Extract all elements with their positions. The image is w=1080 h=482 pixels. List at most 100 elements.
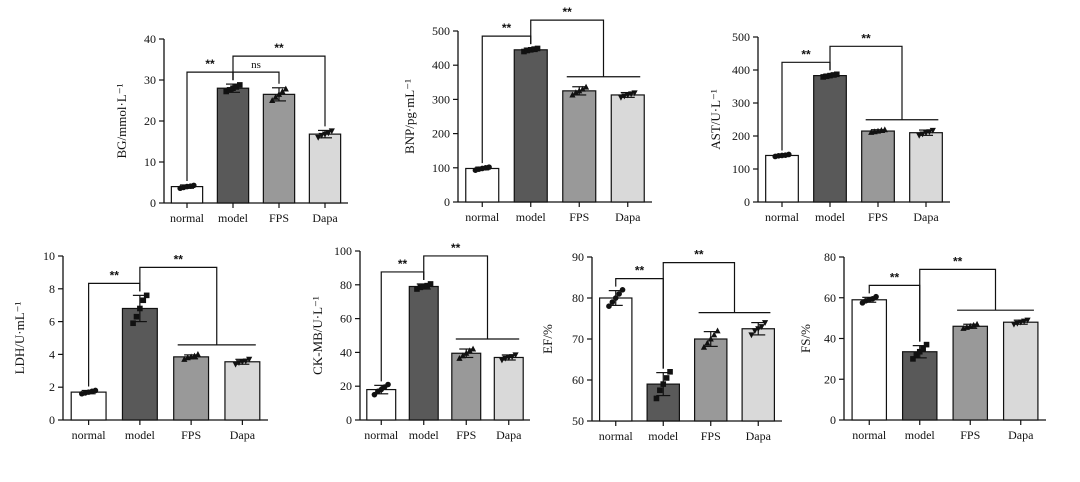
data-point <box>612 295 619 301</box>
data-point <box>269 97 276 104</box>
data-point <box>758 324 765 331</box>
data-point <box>653 395 660 402</box>
bar-model <box>813 75 847 203</box>
x-tick-label: Dapa <box>615 210 641 224</box>
data-point <box>609 299 616 305</box>
y-axis-label: LDH/U·mL⁻¹ <box>12 301 27 374</box>
chart-1: 0 10 20 30 40 BG/mmol·L⁻¹ normal model FPS Dapa **… <box>114 32 348 225</box>
y-tick-label: 40 <box>340 345 352 359</box>
data-point <box>527 47 534 53</box>
data-point <box>755 326 762 333</box>
y-tick-label: 200 <box>432 127 450 141</box>
data-point <box>916 132 923 139</box>
x-tick-label: normal <box>170 211 205 225</box>
significance-bracket <box>662 262 736 369</box>
data-point <box>916 348 923 355</box>
y-tick-label: 300 <box>732 96 750 110</box>
data-point <box>194 351 202 357</box>
data-point <box>230 85 236 91</box>
data-point <box>606 303 612 310</box>
x-tick-label: Dapa <box>746 429 772 443</box>
data-point <box>624 92 631 99</box>
data-point <box>232 361 239 368</box>
y-tick-label: 60 <box>572 373 584 387</box>
data-point <box>628 91 635 98</box>
significance-bracket <box>829 45 903 120</box>
data-point <box>512 352 519 359</box>
data-point <box>246 356 253 363</box>
bar-normal <box>851 299 888 421</box>
y-tick-label: 20 <box>824 372 836 386</box>
y-tick-label: 100 <box>432 161 450 175</box>
data-point <box>910 356 916 362</box>
chart-6: 50 60 70 80 90 EF/% normal model FPS Dapa ** ** <box>540 248 782 443</box>
data-point <box>427 281 434 287</box>
x-tick-label: FPS <box>569 210 589 224</box>
data-point <box>761 320 769 326</box>
data-point <box>466 347 473 354</box>
y-tick-label: 0 <box>150 196 156 210</box>
data-point <box>926 129 933 136</box>
data-point <box>531 46 537 52</box>
bar-normal <box>465 167 500 203</box>
bar-FPS <box>451 352 482 421</box>
y-tick-label: 40 <box>824 332 836 346</box>
data-point <box>191 352 198 359</box>
significance-label: ** <box>635 264 645 278</box>
significance-bracket <box>232 71 280 84</box>
data-point <box>834 71 840 78</box>
y-tick-label: 100 <box>334 244 352 258</box>
data-point <box>424 282 430 289</box>
data-point <box>223 88 229 95</box>
data-point <box>534 45 541 52</box>
x-tick-label: model <box>648 429 679 443</box>
bar-normal <box>70 391 107 421</box>
y-tick-label: 500 <box>732 30 750 44</box>
x-tick-label: FPS <box>181 428 201 442</box>
x-tick-label: model <box>905 428 936 442</box>
data-point <box>881 126 888 133</box>
data-point <box>823 73 830 80</box>
data-point <box>272 93 279 100</box>
bar-Dapa <box>610 94 645 203</box>
data-point <box>463 349 470 356</box>
significance-label: ** <box>274 41 284 55</box>
y-tick-label: 300 <box>432 92 450 106</box>
data-point <box>233 84 240 90</box>
y-tick-label: 6 <box>49 315 55 329</box>
y-tick-label: 90 <box>572 250 584 264</box>
bar-FPS <box>262 93 296 204</box>
significance-label: ** <box>953 254 963 268</box>
data-point <box>318 132 325 139</box>
bar-normal <box>598 297 633 422</box>
data-point <box>913 352 920 358</box>
y-tick-label: 30 <box>144 73 156 87</box>
data-point <box>663 375 670 381</box>
data-point <box>748 332 755 339</box>
significance-label: ** <box>205 57 215 71</box>
data-point <box>1014 320 1021 327</box>
y-tick-label: 20 <box>340 379 352 393</box>
x-tick-label: Dapa <box>312 211 338 225</box>
data-point <box>143 292 150 299</box>
data-point <box>282 85 289 92</box>
data-point <box>459 352 466 359</box>
data-point <box>315 134 322 141</box>
x-tick-label: Dapa <box>1008 428 1034 442</box>
significance-label: ** <box>110 268 120 282</box>
x-tick-label: FPS <box>960 428 980 442</box>
y-tick-label: 400 <box>732 63 750 77</box>
x-tick-label: model <box>218 211 249 225</box>
y-tick-label: 50 <box>572 414 584 428</box>
data-point <box>922 130 930 137</box>
significance-label: ** <box>694 248 704 262</box>
y-tick-label: 60 <box>340 312 352 326</box>
y-tick-label: 0 <box>744 195 750 209</box>
x-tick-label: FPS <box>456 428 476 442</box>
data-point <box>92 387 99 394</box>
significance-bracket <box>423 255 489 340</box>
y-tick-label: 500 <box>432 24 450 38</box>
data-point <box>242 358 249 365</box>
data-point <box>420 283 427 290</box>
y-tick-label: 40 <box>144 32 156 46</box>
